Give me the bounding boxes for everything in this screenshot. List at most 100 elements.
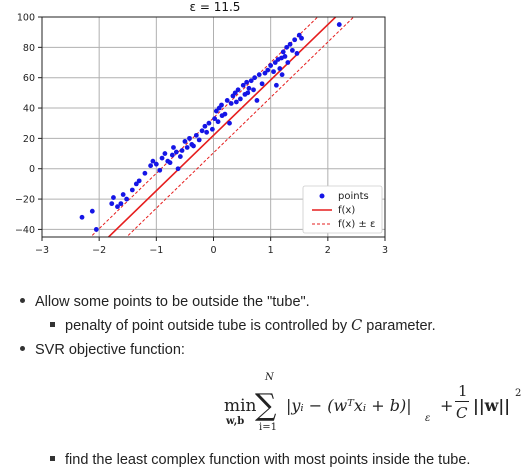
data-point bbox=[251, 87, 256, 93]
data-point bbox=[202, 123, 208, 129]
data-point bbox=[109, 201, 115, 207]
legend: points f(x) f(x) ± ε bbox=[302, 185, 383, 234]
data-point bbox=[171, 145, 176, 150]
data-point bbox=[93, 227, 99, 232]
y-tick-label: −20 bbox=[15, 195, 35, 206]
data-point bbox=[175, 166, 181, 172]
data-point bbox=[206, 120, 212, 126]
formula-frac-numerator: 1 bbox=[458, 382, 468, 400]
formula-epsilon-subscript: ε bbox=[425, 413, 431, 424]
data-point bbox=[187, 135, 192, 141]
data-point bbox=[204, 129, 210, 135]
data-point bbox=[246, 85, 252, 91]
data-point bbox=[265, 67, 271, 73]
bullet-objective: SVR objective function: bbox=[20, 342, 185, 358]
data-point bbox=[280, 49, 286, 55]
data-point bbox=[199, 128, 205, 134]
data-point bbox=[162, 151, 168, 156]
data-point bbox=[237, 96, 243, 102]
formula-sum-lower: i=1 bbox=[259, 422, 277, 433]
y-tick-label: 0 bbox=[29, 164, 35, 175]
data-point bbox=[167, 160, 173, 166]
sigma-icon: ∑ bbox=[255, 388, 277, 423]
data-point bbox=[259, 81, 265, 87]
legend-fit-label: f(x) bbox=[338, 205, 355, 216]
data-point bbox=[196, 137, 202, 143]
legend-points-label: points bbox=[338, 191, 369, 202]
data-point bbox=[299, 35, 304, 41]
svr-chart: ε = 11.5 −3 −2 −1 0 1 2 3 −40 −20 0 20 40 60 80 100 po… bbox=[15, 0, 388, 257]
data-point bbox=[182, 139, 188, 144]
data-point bbox=[191, 143, 196, 149]
data-point bbox=[150, 158, 156, 164]
formula-sum-upper: N bbox=[265, 372, 274, 383]
data-point bbox=[233, 99, 239, 105]
x-tick-label: 1 bbox=[268, 245, 274, 256]
tick-labels: −3 −2 −1 0 1 2 3 −40 −20 0 20 40 60 80 100 bbox=[15, 13, 388, 257]
data-point bbox=[153, 161, 159, 167]
x-tick-label: 3 bbox=[382, 245, 388, 256]
fit-lines bbox=[89, 17, 355, 237]
data-point bbox=[179, 148, 185, 153]
formula-norm: ||w|| bbox=[473, 396, 511, 415]
x-tick-label: −1 bbox=[149, 245, 163, 256]
formula-min: min bbox=[224, 396, 257, 416]
data-point bbox=[254, 98, 260, 103]
data-point bbox=[213, 108, 219, 114]
tube-lower-line bbox=[125, 17, 355, 237]
data-point bbox=[289, 47, 295, 53]
data-point bbox=[173, 149, 179, 155]
data-point bbox=[219, 102, 224, 108]
y-tick-label: 60 bbox=[23, 73, 35, 84]
y-tick-label: 20 bbox=[23, 134, 35, 145]
data-point bbox=[245, 90, 251, 96]
data-point bbox=[212, 116, 218, 122]
x-tick-label: 0 bbox=[210, 245, 216, 256]
svr-objective-formula: min w,b N ∑ i=1 |yᵢ − (wᵀxᵢ + b)| ε + 1 … bbox=[0, 366, 531, 436]
data-point bbox=[273, 82, 279, 88]
sub-bullet-penalty: penalty of point outside tube is control… bbox=[50, 318, 436, 334]
data-point bbox=[271, 69, 276, 75]
data-point bbox=[336, 22, 342, 27]
formula-norm-exponent: 2 bbox=[515, 388, 522, 399]
data-point bbox=[148, 163, 154, 169]
data-point bbox=[279, 72, 285, 78]
data-point bbox=[193, 132, 199, 138]
x-tick-label: −3 bbox=[35, 245, 49, 256]
data-point bbox=[129, 187, 135, 193]
data-point bbox=[252, 75, 258, 81]
data-point bbox=[284, 44, 290, 50]
data-point bbox=[177, 154, 183, 159]
y-tick-label: −40 bbox=[15, 225, 35, 236]
formula-frac-denominator: C bbox=[456, 404, 468, 422]
x-tick-label: 2 bbox=[325, 245, 331, 256]
data-point bbox=[294, 51, 300, 56]
bullet-marker bbox=[20, 345, 25, 351]
data-point bbox=[224, 98, 230, 103]
data-point bbox=[79, 214, 85, 220]
data-point bbox=[256, 72, 262, 78]
data-point bbox=[235, 87, 241, 93]
legend-tube-label: f(x) ± ε bbox=[338, 219, 375, 230]
bullet-outside-tube: Allow some points to be outside the "tub… bbox=[20, 294, 310, 310]
formula-min-subscript: w,b bbox=[226, 416, 245, 427]
data-point bbox=[136, 178, 142, 184]
data-point bbox=[111, 195, 116, 200]
data-point bbox=[159, 155, 165, 161]
data-point bbox=[272, 60, 278, 65]
data-point bbox=[282, 54, 288, 59]
formula-frac-bar bbox=[455, 401, 469, 402]
data-point bbox=[157, 167, 163, 173]
data-point bbox=[268, 63, 274, 68]
data-point bbox=[240, 82, 246, 88]
data-point bbox=[292, 37, 298, 43]
data-point bbox=[118, 201, 124, 207]
data-points bbox=[79, 22, 342, 232]
data-point bbox=[115, 204, 120, 210]
data-point bbox=[219, 113, 225, 119]
legend-points-marker bbox=[319, 193, 325, 199]
y-tick-label: 80 bbox=[23, 43, 35, 54]
bullet-marker bbox=[20, 297, 25, 303]
data-point bbox=[209, 126, 215, 132]
data-point bbox=[248, 78, 254, 84]
